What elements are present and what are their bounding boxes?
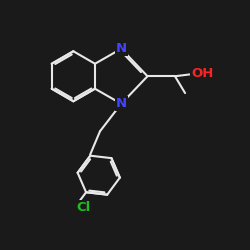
Text: N: N — [116, 97, 127, 110]
Text: OH: OH — [191, 67, 214, 80]
Text: Cl: Cl — [76, 201, 91, 214]
Text: N: N — [116, 42, 127, 55]
